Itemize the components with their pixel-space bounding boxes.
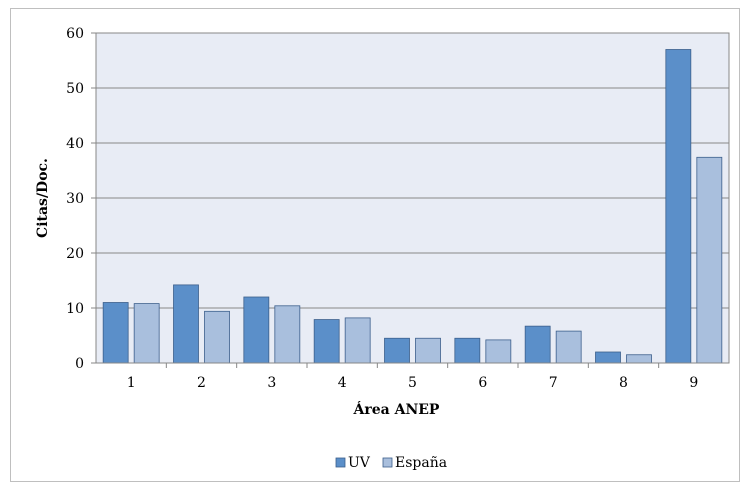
x-tick-label: 7 [549,375,558,391]
x-tick-label: 9 [689,375,698,391]
bar-espana-6 [485,339,512,364]
bar-uv-3 [243,296,270,364]
y-tick-labels: 0 10 20 30 40 50 60 [66,26,84,372]
legend: UV España [335,455,447,471]
x-tick-label: 4 [338,375,347,391]
x-tick-label: 1 [127,375,136,391]
axes [91,32,730,368]
bar-espana-5 [415,337,441,364]
bar-uv-4 [313,319,340,364]
x-tick-label: 3 [267,375,276,391]
y-tick-label: 20 [66,246,84,262]
bar-uv-9 [665,49,692,364]
x-tick-label: 5 [408,375,417,391]
x-tick-label: 8 [619,375,628,391]
y-tick-label: 0 [75,356,84,372]
bar-uv-5 [384,337,410,364]
plot-border [95,32,730,364]
bar-uv-8 [595,351,621,364]
bar-uv-7 [524,325,551,364]
y-tick-label: 10 [66,301,84,317]
bar-uv-6 [454,337,481,364]
bar-uv-1 [102,302,129,364]
legend-swatch-uv [335,457,346,468]
y-tick-label: 60 [66,26,84,42]
bar-espana-4 [344,317,371,364]
y-tick-label: 30 [66,191,84,207]
bar-espana-9 [696,156,723,364]
legend-label-espana: España [395,455,447,471]
bar-espana-2 [204,310,230,364]
bar-espana-8 [626,354,652,364]
x-axis-title: Área ANEP [353,400,440,418]
x-tick-labels: 1 2 3 4 5 6 7 8 9 [127,375,699,391]
y-tick-label: 50 [66,81,84,97]
x-tick-label: 2 [197,375,206,391]
legend-swatch-espana [382,457,393,468]
bar-espana-1 [133,303,160,364]
bar-espana-3 [274,305,301,364]
legend-label-uv: UV [348,455,371,471]
y-axis-title: Citas/Doc. [35,158,51,238]
bar-uv-2 [173,284,199,364]
x-tick-label: 6 [478,375,487,391]
y-tick-label: 40 [66,136,84,152]
bar-espana-7 [555,330,582,364]
